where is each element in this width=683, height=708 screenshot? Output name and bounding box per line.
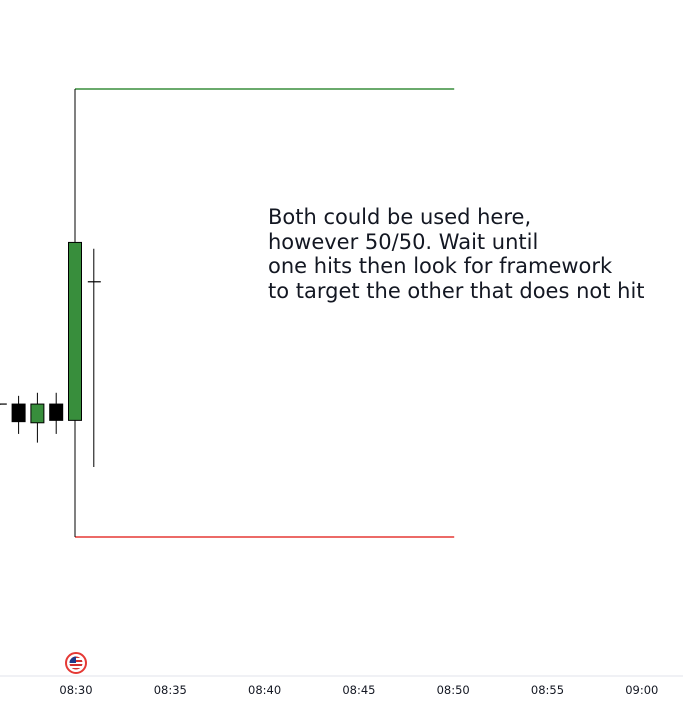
candle-body xyxy=(68,241,82,421)
time-axis-ticks: 08:30 08:35 08:40 08:45 08:50 08:55 09:00 xyxy=(59,683,658,697)
candle[interactable] xyxy=(87,248,101,467)
price-levels xyxy=(75,88,455,538)
time-tick-label: 09:00 xyxy=(625,683,658,697)
us-flag-icon[interactable] xyxy=(65,652,87,674)
time-tick-label: 08:35 xyxy=(154,683,187,697)
economic-event-marker[interactable] xyxy=(65,652,87,674)
candle[interactable] xyxy=(11,395,26,434)
time-tick-label: 08:45 xyxy=(342,683,375,697)
annotation-line-2: however 50/50. Wait until xyxy=(268,229,539,254)
time-tick-label: 08:50 xyxy=(437,683,470,697)
candle[interactable] xyxy=(0,403,7,406)
annotation-line-1: Both could be used here, xyxy=(268,205,532,229)
annotation-line-3: one hits then look for framework xyxy=(268,254,613,278)
candle[interactable] xyxy=(49,392,64,434)
candle-body xyxy=(11,403,26,423)
candle[interactable] xyxy=(68,89,82,537)
candle[interactable] xyxy=(30,392,45,443)
chart-annotation[interactable]: Both could be used here, however 50/50. … xyxy=(268,205,645,303)
time-tick-label: 08:30 xyxy=(59,683,92,697)
annotation-line-4: to target the other that does not hit xyxy=(268,278,645,303)
time-tick-label: 08:40 xyxy=(248,683,281,697)
candles xyxy=(0,89,101,537)
candle-body xyxy=(30,403,45,424)
time-tick-label: 08:55 xyxy=(531,683,564,697)
candle-body xyxy=(49,403,64,421)
